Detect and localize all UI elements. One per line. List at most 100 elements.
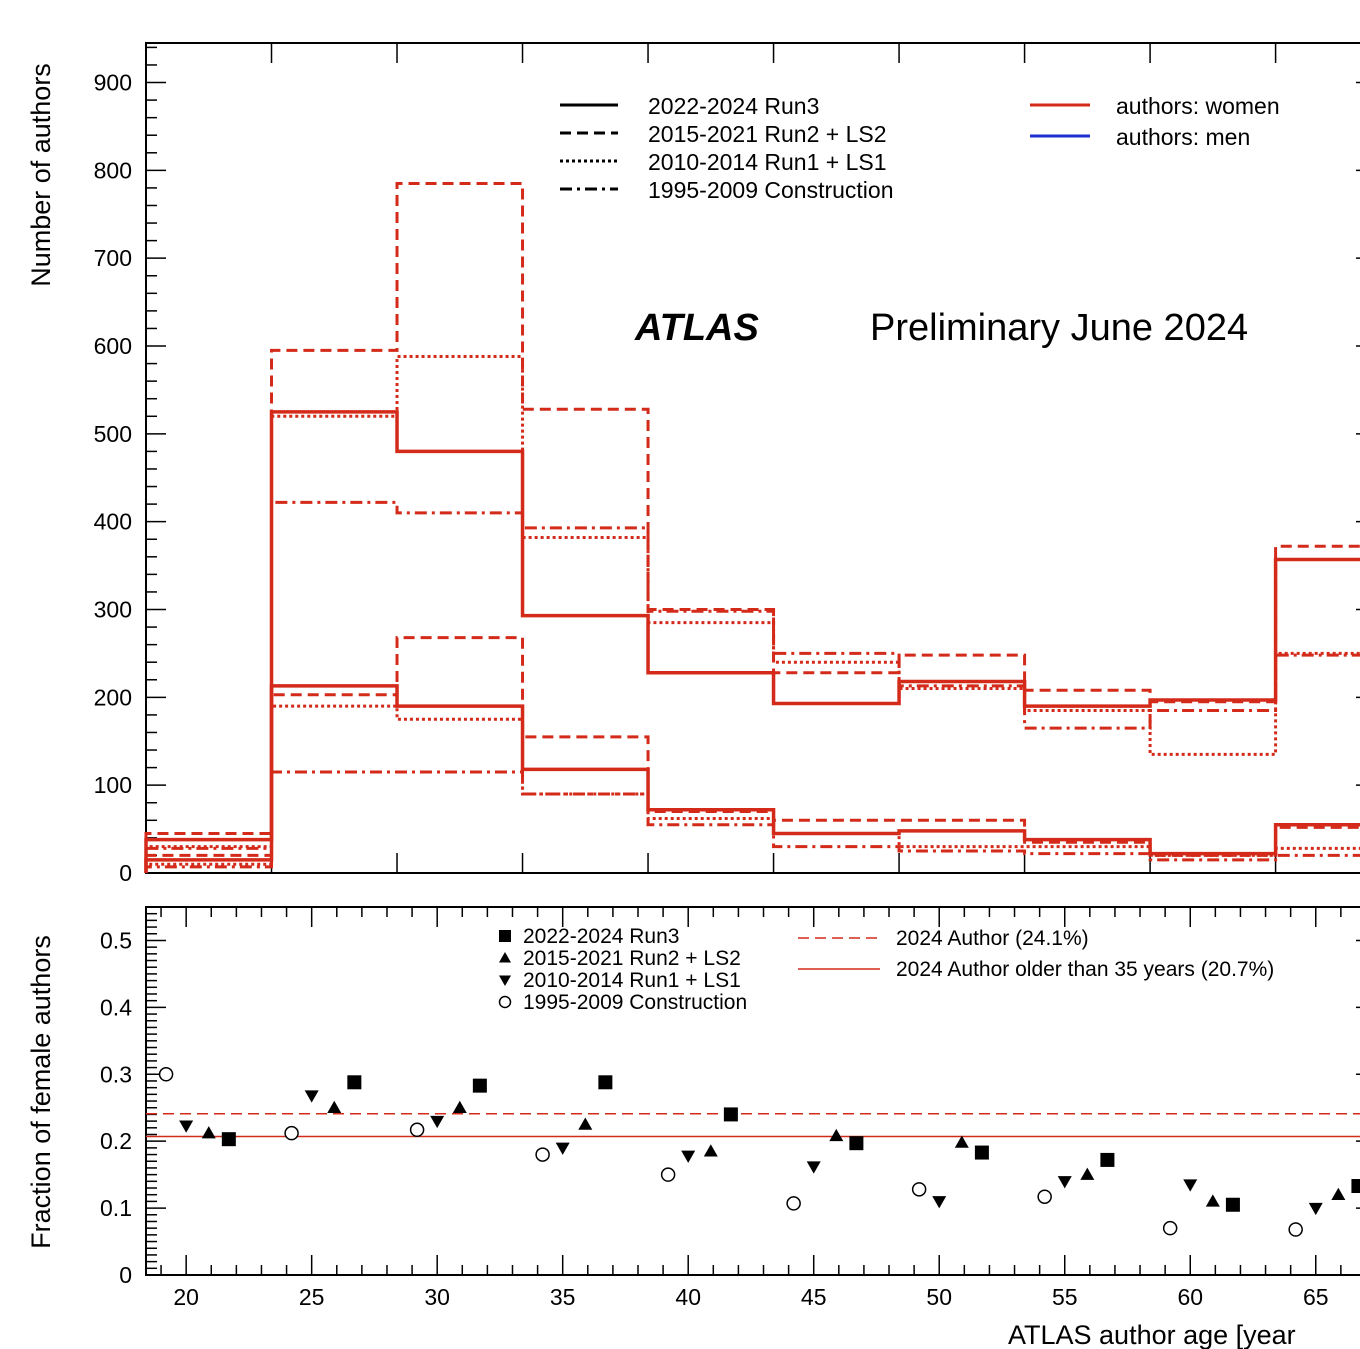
bottom-x-tick-label: 25 [299,1284,325,1310]
legend-marker-label: 2015-2021 Run2 + LS2 [523,947,741,970]
bottom-x-tick-label: 40 [675,1284,701,1310]
histogram-men-dashed [144,182,1360,873]
top-y-tick-label: 900 [94,70,132,96]
triangle-up-marker [201,1126,216,1139]
square-marker [974,1145,989,1160]
bottom-y-tick-label: 0.4 [100,994,132,1020]
legend-period-label: 2010-2014 Run1 + LS1 [648,149,887,175]
triangle-down-marker [179,1120,194,1133]
histogram-women-dashdot [144,770,1360,873]
triangle-down-marker [806,1161,821,1174]
triangle-up-marker [1205,1194,1220,1207]
bottom-x-axis: 20 25 30 35 40 45 50 55 60 65 [160,907,1342,1310]
legend-group-label: authors: men [1116,124,1250,150]
top-series-group [144,182,1360,873]
legend-ref-label: 2024 Author older than 35 years (20.7%) [896,958,1274,981]
experiment-label: ATLAS [634,307,759,349]
open-circle-marker [158,1067,174,1082]
bottom-x-tick-label: 30 [424,1284,450,1310]
top-y-tick-label: 600 [94,333,132,359]
triangle-up-marker [499,952,511,963]
triangle-up-marker [703,1144,718,1157]
legend-group-label: authors: women [1116,93,1280,119]
triangle-up-marker [1331,1187,1346,1200]
triangle-down-marker [430,1115,445,1129]
bottom-x-axis-title: ATLAS author age [year [1008,1320,1296,1349]
square-marker [221,1132,236,1147]
bottom-y-axis-title: Fraction of female authors [26,935,56,1249]
bottom-y-tick-label: 0.5 [100,927,132,953]
triangle-up-marker [327,1100,342,1113]
square-marker [347,1075,362,1090]
reference-lines [146,1112,1360,1138]
triangle-down-marker [1183,1179,1198,1192]
triangle-up-marker [954,1135,969,1148]
bottom-x-tick-label: 20 [173,1284,199,1310]
histogram-men-dotted [144,355,1360,873]
status-label: Preliminary June 2024 [870,307,1248,349]
top-y-axis-title: Number of authors [26,63,56,287]
bottom-y-tick-label: 0.3 [100,1061,132,1087]
top-y-axis: 0 100 200 300 400 500 600 700 800 900 [94,46,1360,886]
bottom-x-tick-label: 60 [1177,1284,1203,1310]
open-circle-marker [498,995,512,1009]
bottom-y-tick-label: 0 [119,1262,132,1288]
legend-marker-label: 1995-2009 Construction [523,991,747,1014]
bottom-points-group [158,1067,1360,1237]
square-marker [723,1107,738,1122]
bottom-x-tick-label: 55 [1052,1284,1078,1310]
top-y-tick-label: 200 [94,684,132,710]
triangle-down-marker [932,1196,947,1209]
triangle-down-marker [304,1090,319,1103]
bottom-x-tick-label: 45 [801,1284,827,1310]
square-marker [1225,1197,1240,1212]
top-y-tick-label: 0 [119,860,132,886]
open-circle-marker [284,1125,299,1141]
square-marker [1100,1152,1115,1167]
top-y-tick-label: 400 [94,509,132,535]
triangle-up-marker [1080,1167,1095,1180]
triangle-down-marker [499,975,511,986]
top-y-tick-label: 500 [94,421,132,447]
legend-period-label: 2022-2024 Run3 [648,93,819,119]
open-circle-marker [1162,1220,1178,1236]
top-y-tick-label: 100 [94,772,132,798]
bottom-y-axis: 0 0.1 0.2 0.3 0.4 0.5 [100,912,1360,1288]
open-circle-marker [660,1167,676,1182]
top-panel-frame [145,42,1360,874]
histogram-men-dashdot [144,500,1360,873]
legend-period-label: 1995-2009 Construction [648,177,894,203]
triangle-up-marker [452,1100,467,1113]
legend-marker-label: 2010-2014 Run1 + LS1 [523,969,741,992]
open-circle-marker [786,1196,801,1211]
bottom-panel: 0 0.1 0.2 0.3 0.4 0.5 20 25 30 35 40 45 50 55 60 65 Fr… [26,906,1360,1349]
top-y-tick-label: 300 [94,597,132,623]
triangle-down-marker [681,1150,696,1163]
square-marker [1351,1179,1360,1194]
triangle-up-marker [578,1117,593,1130]
triangle-down-marker [1308,1202,1323,1216]
bottom-x-tick-label: 35 [550,1284,576,1310]
top-y-tick-label: 700 [94,245,132,271]
open-circle-marker [1288,1222,1303,1237]
top-panel: 0 100 200 300 400 500 600 700 800 900 Number of a… [26,42,1360,886]
top-y-tick-label: 800 [94,157,132,183]
histogram-women-dotted [144,704,1360,873]
bottom-y-tick-label: 0.2 [100,1128,132,1154]
square-marker [472,1078,487,1093]
open-circle-marker [409,1122,425,1138]
bottom-y-tick-label: 0.1 [100,1195,132,1221]
histogram-men-solid [144,410,1360,873]
bottom-x-tick-label: 65 [1303,1284,1329,1310]
square-marker [598,1075,613,1090]
legend-reference-lines: 2024 Author (24.1%) 2024 Author older tha… [798,927,1274,981]
square-marker [499,930,511,942]
legend-marker-label: 2022-2024 Run3 [523,925,679,948]
open-circle-marker [911,1182,927,1197]
bottom-panel-frame [145,906,1360,1276]
triangle-up-marker [829,1128,844,1142]
square-marker [849,1136,864,1151]
